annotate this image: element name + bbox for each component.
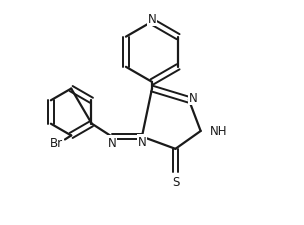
- Text: N: N: [107, 137, 116, 150]
- Text: NH: NH: [209, 125, 227, 138]
- Text: N: N: [148, 13, 156, 26]
- Text: N: N: [189, 92, 198, 105]
- Text: N: N: [138, 135, 146, 148]
- Text: Br: Br: [50, 137, 63, 149]
- Text: S: S: [172, 175, 179, 188]
